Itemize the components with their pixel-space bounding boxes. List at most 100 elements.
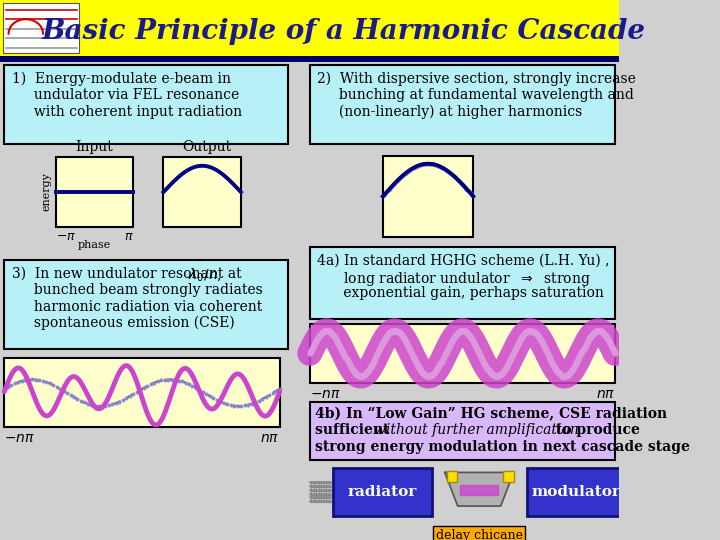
- Point: [369, 356, 380, 365]
- Point: [508, 350, 519, 359]
- Point: [37, 376, 48, 385]
- Point: [253, 396, 264, 405]
- Point: [398, 334, 410, 343]
- Point: [166, 375, 177, 384]
- Point: [107, 400, 118, 409]
- Polygon shape: [445, 472, 513, 506]
- Point: [432, 161, 444, 170]
- Point: [545, 356, 557, 365]
- Point: [533, 333, 544, 341]
- Point: [538, 342, 549, 350]
- Text: sufficient: sufficient: [315, 423, 394, 437]
- Point: [559, 372, 571, 380]
- Point: [383, 186, 395, 194]
- Point: [402, 341, 413, 350]
- Point: [358, 370, 369, 379]
- Point: [453, 328, 464, 336]
- Point: [321, 327, 333, 335]
- Point: [500, 363, 512, 372]
- Point: [184, 380, 195, 389]
- Point: [498, 367, 510, 375]
- Point: [222, 400, 233, 409]
- Text: 2)  With dispersive section, strongly increase: 2) With dispersive section, strongly inc…: [317, 72, 636, 86]
- Point: [562, 370, 574, 379]
- Point: [508, 348, 520, 356]
- Point: [459, 183, 471, 192]
- Point: [451, 329, 462, 338]
- Point: [392, 176, 403, 185]
- Point: [441, 166, 453, 175]
- Point: [501, 362, 513, 370]
- Point: [305, 347, 317, 355]
- Point: [511, 341, 523, 350]
- Point: [537, 340, 549, 348]
- Point: [596, 328, 608, 336]
- Text: bunching at fundamental wavelength and: bunching at fundamental wavelength and: [317, 89, 634, 103]
- Point: [410, 358, 422, 367]
- Point: [416, 160, 428, 169]
- Text: $n\pi$: $n\pi$: [596, 387, 615, 401]
- Point: [318, 327, 330, 336]
- Text: $-n\pi$: $-n\pi$: [310, 387, 341, 401]
- Point: [389, 326, 400, 335]
- Point: [594, 327, 606, 335]
- Point: [385, 183, 397, 192]
- Point: [145, 380, 156, 389]
- Point: [580, 340, 591, 349]
- Point: [494, 370, 505, 379]
- Point: [402, 167, 414, 176]
- Point: [308, 341, 320, 349]
- Point: [523, 327, 534, 335]
- Point: [405, 165, 416, 174]
- Point: [393, 175, 405, 184]
- Text: $\pi$: $\pi$: [124, 231, 133, 244]
- Point: [590, 327, 601, 336]
- Point: [554, 370, 566, 379]
- Point: [423, 159, 434, 168]
- Point: [448, 333, 459, 342]
- Text: strong energy modulation in next cascade stage: strong energy modulation in next cascade…: [315, 440, 690, 454]
- Point: [391, 177, 402, 186]
- Point: [455, 178, 467, 187]
- Point: [309, 339, 320, 347]
- Point: [176, 377, 188, 386]
- Point: [476, 353, 487, 362]
- Bar: [163, 158, 241, 227]
- Point: [364, 364, 376, 373]
- Point: [180, 379, 192, 387]
- Point: [338, 350, 350, 359]
- Point: [461, 184, 472, 193]
- Point: [516, 333, 528, 341]
- Point: [390, 178, 401, 187]
- Point: [418, 160, 430, 168]
- Point: [426, 370, 438, 379]
- Text: 4a) In standard HGHG scheme (L.H. Yu) ,: 4a) In standard HGHG scheme (L.H. Yu) ,: [317, 253, 609, 267]
- Point: [379, 334, 391, 343]
- Point: [369, 354, 381, 363]
- Point: [438, 353, 449, 362]
- Point: [472, 347, 484, 355]
- Point: [433, 361, 445, 370]
- Point: [359, 370, 371, 379]
- Point: [474, 351, 486, 360]
- Point: [341, 355, 352, 363]
- Point: [428, 160, 439, 168]
- Point: [440, 349, 451, 357]
- Point: [356, 372, 368, 380]
- Bar: [56, 158, 133, 227]
- Point: [542, 350, 554, 359]
- Point: [557, 371, 568, 380]
- Point: [430, 367, 441, 376]
- Text: phase: phase: [78, 240, 112, 250]
- Point: [484, 367, 495, 376]
- Point: [68, 393, 80, 401]
- Point: [333, 339, 344, 347]
- Point: [120, 394, 132, 402]
- Point: [336, 345, 347, 353]
- Point: [521, 327, 533, 336]
- Text: undulator via FEL resonance: undulator via FEL resonance: [12, 89, 239, 103]
- Point: [6, 381, 17, 389]
- Point: [591, 327, 603, 335]
- Point: [467, 335, 478, 343]
- Point: [543, 352, 554, 361]
